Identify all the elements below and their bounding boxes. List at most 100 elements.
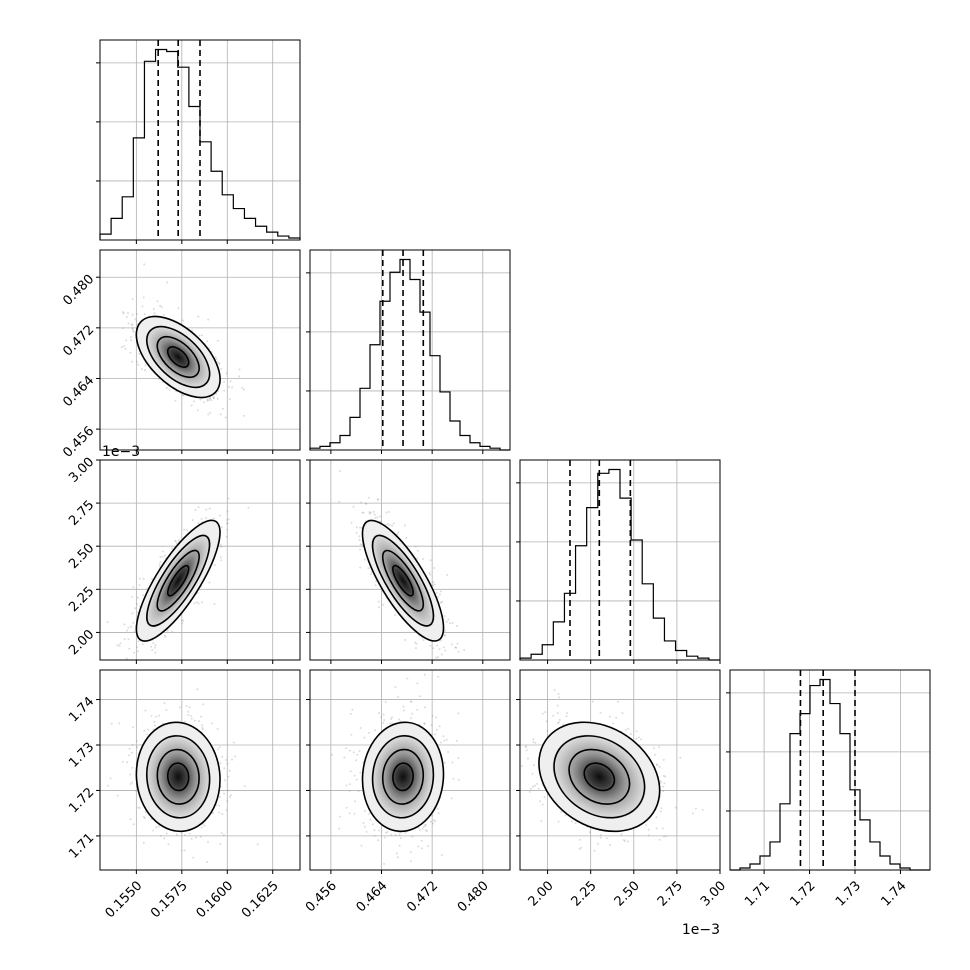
scatter-point	[353, 812, 356, 815]
scatter-point	[232, 741, 235, 744]
scatter-point	[136, 646, 139, 649]
scatter-point	[184, 834, 186, 837]
scatter-point	[116, 644, 119, 647]
scatter-point	[377, 498, 380, 501]
contour-line-2	[381, 549, 425, 612]
scatter-point	[158, 377, 160, 380]
scatter-point	[516, 702, 518, 704]
scatter-point	[193, 602, 196, 605]
scatter-point	[125, 316, 128, 318]
histogram-panel-1	[306, 249, 511, 454]
scatter-point	[125, 339, 128, 342]
scatter-point	[455, 646, 458, 649]
scatter-point	[351, 708, 354, 711]
scatter-point	[195, 836, 197, 839]
scatter-point	[164, 635, 167, 638]
scatter-point	[132, 586, 135, 589]
scatter-point	[195, 601, 198, 604]
scatter-point	[534, 784, 536, 787]
scatter-point	[557, 820, 560, 823]
scatter-point	[359, 727, 362, 729]
scatter-point	[226, 528, 229, 531]
scatter-point	[186, 529, 188, 532]
scatter-point	[153, 724, 156, 727]
scatter-point	[156, 300, 159, 303]
scatter-point	[436, 644, 439, 647]
scatter-point	[635, 737, 638, 740]
scatter-point	[188, 706, 191, 709]
scatter-point	[410, 701, 413, 703]
scatter-point	[224, 416, 227, 419]
scatter-point	[216, 748, 219, 751]
scatter-point	[379, 515, 382, 518]
scatter-point	[661, 827, 664, 830]
scatter-point	[122, 311, 124, 314]
y-tick-label: 2.25	[66, 584, 97, 615]
scatter-point	[220, 545, 223, 548]
scatter-point	[404, 639, 406, 641]
scatter-point	[424, 823, 427, 826]
scatter-point	[435, 716, 438, 719]
scatter-point	[130, 339, 133, 342]
scatter-point	[446, 573, 449, 576]
scatter-point	[662, 785, 665, 788]
scatter-point	[215, 392, 218, 395]
scatter-point	[359, 566, 362, 569]
scatter-point	[368, 496, 371, 499]
scatter-point	[599, 834, 602, 837]
scatter-point	[359, 501, 362, 504]
scatter-point	[378, 712, 381, 715]
scatter-point	[394, 686, 397, 689]
contour-line-1	[371, 534, 435, 627]
histogram-panel-2	[516, 459, 721, 664]
scatter-point	[426, 830, 428, 833]
panel-frame	[99, 459, 301, 661]
density-content	[516, 689, 704, 852]
scatter-point	[390, 718, 393, 720]
scatter-point	[219, 556, 222, 559]
contour-line-2	[156, 748, 200, 805]
scatter-point	[359, 771, 362, 774]
scatter-point	[359, 543, 362, 546]
scatter-point	[374, 584, 377, 587]
scatter-point	[201, 728, 204, 731]
contour-line-2	[156, 549, 200, 612]
scatter-point	[198, 720, 200, 723]
scatter-point	[365, 502, 368, 505]
scatter-point	[187, 714, 190, 716]
scatter-point	[219, 762, 222, 765]
scatter-point	[437, 812, 440, 815]
scatter-point	[436, 807, 439, 810]
scatter-point	[207, 413, 210, 416]
contour-line-1	[146, 534, 211, 627]
scatter-point	[137, 363, 140, 366]
scatter-point	[570, 820, 573, 823]
scatter-point	[451, 761, 454, 764]
scatter-point	[416, 708, 419, 711]
scatter-point	[384, 700, 387, 703]
x-tick-label: 0.1600	[194, 878, 237, 921]
scatter-point	[454, 646, 457, 649]
scatter-point	[556, 722, 559, 725]
scatter-point	[361, 543, 364, 546]
scatter-point	[131, 329, 134, 332]
scatter-point	[178, 706, 181, 709]
scatter-point	[625, 728, 628, 731]
scatter-point	[137, 640, 140, 643]
scatter-point	[445, 620, 448, 623]
scatter-point	[212, 812, 214, 815]
x-tick-label: 2.75	[655, 878, 686, 909]
scatter-point	[138, 584, 141, 587]
scatter-point	[125, 657, 128, 660]
scatter-point	[609, 843, 611, 846]
scatter-point	[352, 505, 355, 508]
scatter-point	[131, 327, 134, 330]
scatter-point	[142, 841, 145, 844]
scatter-point	[376, 516, 379, 519]
scatter-point	[143, 817, 146, 819]
y-tick-label: 0.464	[60, 373, 97, 410]
scatter-point	[665, 835, 668, 838]
scatter-point	[218, 362, 220, 365]
scatter-point	[396, 856, 399, 859]
scatter-point	[212, 517, 215, 520]
